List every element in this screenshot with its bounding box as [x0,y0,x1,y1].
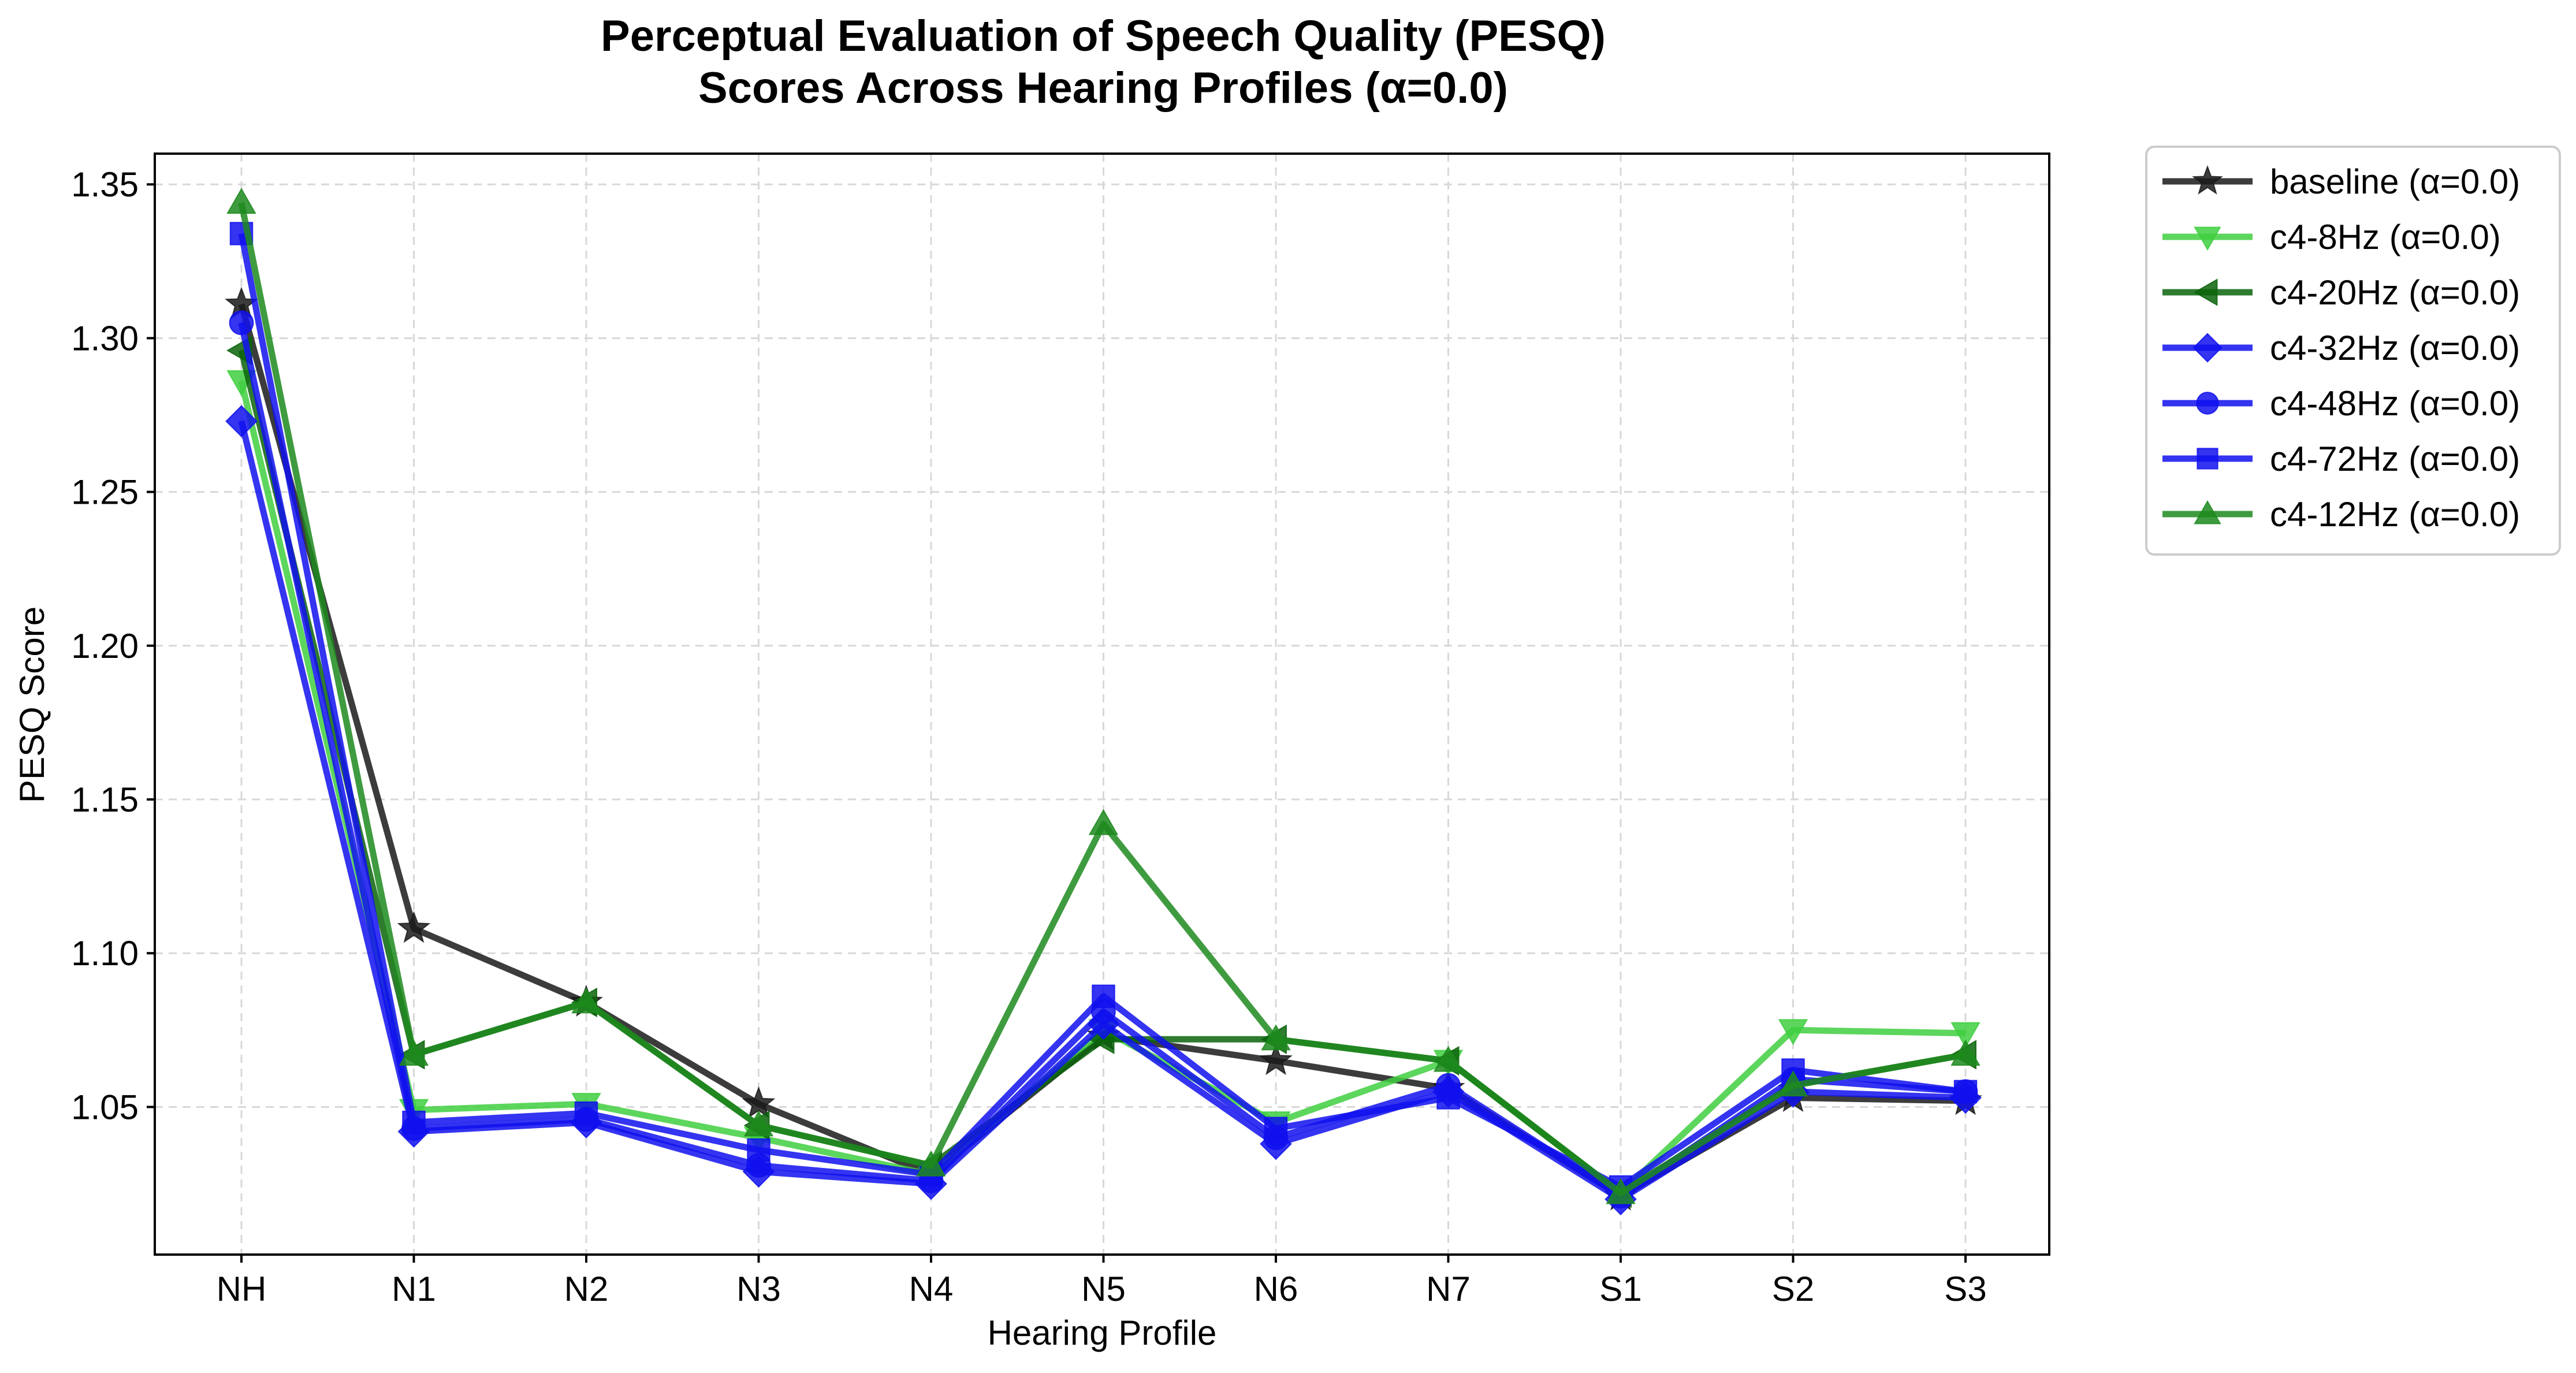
legend-item: baseline (α=0.0) [2162,162,2520,201]
data-point-square [1092,984,1115,1008]
chart-title-line-2: Scores Across Hearing Profiles (α=0.0) [698,64,1508,113]
y-tick-label: 1.25 [71,473,139,512]
x-tick-label: S1 [1599,1270,1641,1308]
data-point-triangle-up [226,188,256,214]
plot-frame [154,152,2050,1256]
data-point-triangle-down [1778,1019,1808,1045]
legend-label: c4-12Hz (α=0.0) [2270,495,2520,534]
x-axis-ticks: NH N1 N2 N3 N4 N5 N6 N7 S1 S2 S3 [217,1255,1987,1308]
data-series [225,188,1982,1215]
data-point-star [1259,1043,1293,1076]
data-point-square [747,1138,770,1162]
data-point-triangle-left [2193,278,2218,306]
legend-item: c4-8Hz (α=0.0) [2162,218,2501,256]
y-tick-label: 1.30 [71,319,139,358]
x-tick-label: N4 [909,1270,954,1308]
legend-label: c4-20Hz (α=0.0) [2270,273,2520,312]
legend-item: c4-48Hz (α=0.0) [2162,384,2520,423]
data-point-triangle-up [1088,809,1119,835]
x-tick-label: N7 [1426,1270,1471,1308]
legend-item: c4-12Hz (α=0.0) [2162,495,2520,534]
legend-label: c4-32Hz (α=0.0) [2270,329,2520,367]
y-axis-ticks: 1.05 1.10 1.15 1.20 1.25 1.30 1.35 [71,165,155,1126]
legend: baseline (α=0.0) c4-8Hz (α=0.0) c4-20Hz (α… [2145,146,2561,556]
x-tick-label: S3 [1944,1270,1986,1308]
data-point-triangle-up [2194,500,2221,524]
data-point-triangle-down [1950,1022,1981,1048]
data-point-square [1264,1117,1288,1140]
data-point-circle [2196,392,2219,415]
data-point-diamond [225,405,258,438]
data-point-diamond [2192,333,2223,363]
data-point-triangle-up [743,1110,774,1137]
series-6 [226,188,1981,1204]
legend-item: c4-32Hz (α=0.0) [2162,329,2520,367]
data-point-circle [229,310,254,336]
data-point-triangle-up [1950,1039,1981,1066]
x-tick-label: N2 [564,1270,609,1308]
data-point-triangle-down [2194,226,2221,251]
series-5 [229,222,1978,1199]
legend-box [2145,146,2561,556]
legend-item: c4-20Hz (α=0.0) [2162,273,2520,312]
legend-label: c4-8Hz (α=0.0) [2270,218,2501,256]
x-axis-label: Hearing Profile [988,1314,1217,1352]
data-point-triangle-up [1261,1024,1291,1051]
y-axis-label: PESQ Score [13,606,51,803]
data-point-square [402,1110,426,1134]
x-tick-label: S2 [1772,1270,1814,1308]
y-tick-label: 1.05 [71,1088,139,1126]
x-tick-label: N3 [736,1270,781,1308]
data-point-triangle-up [399,1039,429,1066]
x-tick-label: N6 [1254,1270,1298,1308]
y-tick-label: 1.35 [71,165,139,204]
data-point-triangle-up [571,987,601,1014]
y-tick-label: 1.10 [71,934,139,973]
chart-title-line-1: Perceptual Evaluation of Speech Quality … [601,12,1606,61]
data-point-square [1953,1080,1978,1104]
data-point-star [397,911,431,943]
legend-label: baseline (α=0.0) [2270,162,2520,201]
data-point-square [1436,1086,1460,1110]
legend-item: c4-72Hz (α=0.0) [2162,440,2520,478]
data-point-triangle-up [1778,1070,1808,1097]
y-tick-label: 1.15 [71,780,139,819]
legend-label: c4-72Hz (α=0.0) [2270,440,2520,478]
data-point-triangle-up [916,1150,946,1177]
y-tick-label: 1.20 [71,627,139,665]
legend-label: c4-48Hz (α=0.0) [2270,384,2520,423]
data-point-square [574,1101,598,1125]
data-point-triangle-up [1606,1178,1636,1204]
x-tick-label: N5 [1081,1270,1126,1308]
data-point-star [2192,165,2223,195]
data-point-triangle-up [1433,1045,1464,1072]
x-tick-label: NH [217,1270,267,1308]
data-point-square [2197,448,2218,470]
x-tick-label: N1 [392,1270,436,1308]
